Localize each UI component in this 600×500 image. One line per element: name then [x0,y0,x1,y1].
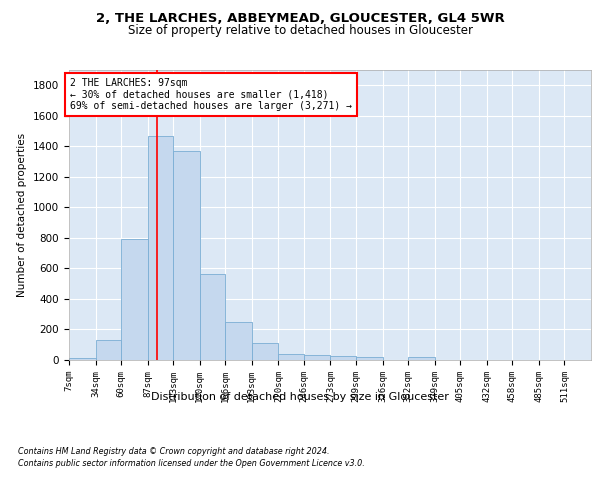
Bar [356,358,383,360]
Bar [69,358,95,360]
Text: 2 THE LARCHES: 97sqm
← 30% of detached houses are smaller (1,418)
69% of semi-de: 2 THE LARCHES: 97sqm ← 30% of detached h… [70,78,352,111]
Y-axis label: Number of detached properties: Number of detached properties [17,133,28,297]
Bar [408,357,434,360]
Bar [200,274,226,360]
Bar [278,354,304,360]
Bar [331,356,356,360]
Text: 2, THE LARCHES, ABBEYMEAD, GLOUCESTER, GL4 5WR: 2, THE LARCHES, ABBEYMEAD, GLOUCESTER, G… [95,12,505,26]
Bar [173,151,200,360]
Bar [226,322,252,360]
Bar [252,343,278,360]
Text: Size of property relative to detached houses in Gloucester: Size of property relative to detached ho… [128,24,473,37]
Text: Contains HM Land Registry data © Crown copyright and database right 2024.: Contains HM Land Registry data © Crown c… [18,448,329,456]
Text: Contains public sector information licensed under the Open Government Licence v3: Contains public sector information licen… [18,459,365,468]
Bar [95,340,121,360]
Text: Distribution of detached houses by size in Gloucester: Distribution of detached houses by size … [151,392,449,402]
Bar [304,356,331,360]
Bar [148,136,173,360]
Bar [121,238,148,360]
